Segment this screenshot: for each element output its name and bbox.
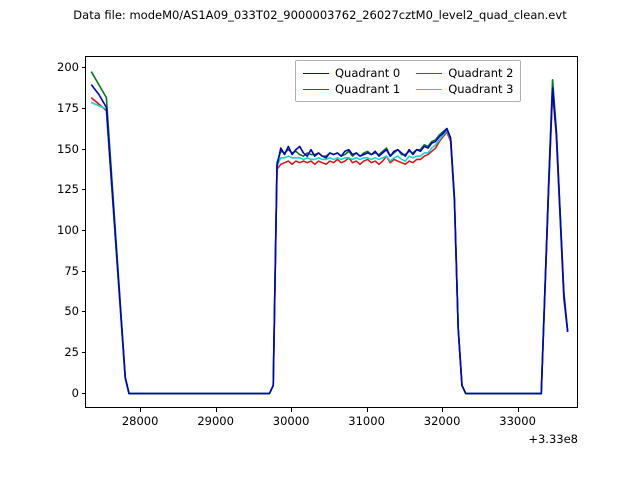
figure-title: Data file: modeM0/AS1A09_033T02_90000037… xyxy=(73,8,567,22)
y-tick-mark xyxy=(81,392,85,394)
y-tick-label: 0 xyxy=(71,385,79,400)
legend-label: Quadrant 1 xyxy=(335,82,401,96)
chart-legend: Quadrant 0 Quadrant 2 Quadrant 1 Quadrant 3 xyxy=(295,60,522,102)
x-tick-mark xyxy=(366,408,368,412)
legend-entry-quadrant-0[interactable]: Quadrant 0 xyxy=(303,66,400,80)
x-tick-label: 29000 xyxy=(197,414,234,428)
series-line-quadrant-1 xyxy=(90,71,569,395)
y-tick-mark xyxy=(81,148,85,150)
y-tick-mark xyxy=(81,67,85,69)
x-axis-tick-marks xyxy=(85,408,578,412)
y-tick-label: 100 xyxy=(57,222,79,237)
plot-lines xyxy=(90,71,569,395)
x-tick-mark xyxy=(517,408,519,412)
x-tick-mark xyxy=(215,408,217,412)
x-tick-label: 28000 xyxy=(121,414,159,428)
plot-axes-frame xyxy=(85,56,578,408)
legend-entry-quadrant-1[interactable]: Quadrant 1 xyxy=(303,82,400,96)
legend-label: Quadrant 0 xyxy=(335,66,401,80)
y-tick-label: 125 xyxy=(57,182,79,197)
x-tick-label: 33000 xyxy=(499,414,536,428)
y-tick-mark xyxy=(81,270,85,272)
series-line-quadrant-2 xyxy=(90,90,569,395)
legend-label: Quadrant 2 xyxy=(448,66,514,80)
y-tick-label: 200 xyxy=(57,60,79,75)
series-line-quadrant-0 xyxy=(90,84,569,395)
legend-color-swatch xyxy=(303,88,329,90)
y-tick-label: 175 xyxy=(57,101,79,116)
y-tick-mark xyxy=(81,189,85,191)
legend-color-swatch xyxy=(416,72,443,74)
y-axis-tick-labels: 0 25 50 75 100 125 150 175 200 xyxy=(40,56,79,408)
x-axis-offset-label: +3.33e8 xyxy=(528,432,578,446)
legend-entry-quadrant-3[interactable]: Quadrant 3 xyxy=(416,82,513,96)
legend-color-swatch xyxy=(303,72,329,74)
y-axis-tick-marks xyxy=(81,56,86,408)
series-line-quadrant-3 xyxy=(90,83,569,395)
x-tick-label: 31000 xyxy=(348,414,385,428)
legend-color-swatch xyxy=(416,88,443,90)
y-tick-label: 50 xyxy=(64,304,79,319)
x-tick-label: 32000 xyxy=(423,414,461,428)
x-axis-tick-labels: 28000 29000 30000 31000 32000 33000 xyxy=(85,414,578,432)
legend-label: Quadrant 3 xyxy=(448,82,514,96)
y-tick-label: 75 xyxy=(64,263,79,278)
y-tick-label: 150 xyxy=(57,141,79,156)
legend-entry-grid: Quadrant 0 Quadrant 2 Quadrant 1 Quadrant 3 xyxy=(303,66,513,96)
x-tick-mark xyxy=(140,408,142,412)
x-tick-label: 30000 xyxy=(272,414,310,428)
y-tick-mark xyxy=(81,351,85,353)
y-tick-mark xyxy=(81,311,85,313)
x-tick-mark xyxy=(442,408,444,412)
x-tick-mark xyxy=(291,408,293,412)
y-tick-label: 25 xyxy=(64,344,79,359)
y-tick-mark xyxy=(81,108,85,110)
y-tick-mark xyxy=(81,229,85,232)
legend-entry-quadrant-2[interactable]: Quadrant 2 xyxy=(416,66,513,80)
